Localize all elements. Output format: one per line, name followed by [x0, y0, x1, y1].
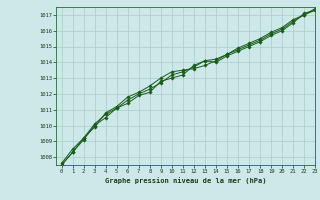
X-axis label: Graphe pression niveau de la mer (hPa): Graphe pression niveau de la mer (hPa) [105, 177, 266, 184]
